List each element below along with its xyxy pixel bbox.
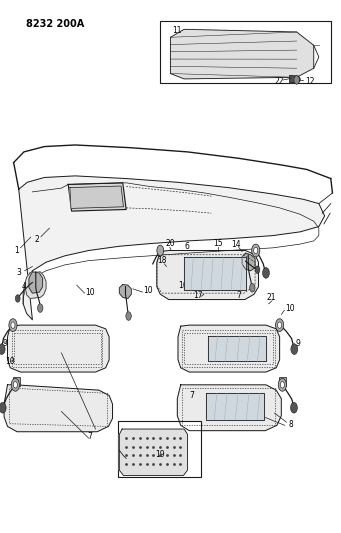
Circle shape — [280, 382, 284, 388]
Text: 6: 6 — [232, 266, 237, 274]
Text: 10: 10 — [143, 286, 153, 295]
Text: 22: 22 — [274, 77, 284, 86]
Text: 7: 7 — [236, 292, 241, 300]
Polygon shape — [208, 336, 266, 361]
Circle shape — [252, 244, 260, 257]
Circle shape — [255, 266, 260, 273]
Text: 3: 3 — [16, 269, 21, 277]
Polygon shape — [68, 183, 126, 211]
Circle shape — [0, 402, 6, 413]
Text: 7: 7 — [189, 391, 194, 400]
Text: 17: 17 — [193, 292, 203, 300]
Text: 10: 10 — [285, 304, 294, 312]
Circle shape — [254, 247, 258, 254]
Circle shape — [291, 344, 298, 354]
Text: 14: 14 — [232, 240, 241, 248]
Text: 8232 200A: 8232 200A — [26, 19, 84, 29]
Text: 19: 19 — [155, 450, 164, 458]
Circle shape — [291, 402, 297, 413]
Polygon shape — [70, 186, 123, 208]
Text: 21: 21 — [266, 293, 276, 302]
Circle shape — [126, 312, 131, 320]
Text: 20: 20 — [165, 239, 175, 248]
Text: 2: 2 — [34, 235, 39, 244]
Bar — [160, 21, 331, 83]
Circle shape — [157, 245, 164, 256]
Circle shape — [294, 76, 299, 84]
Text: 15: 15 — [213, 239, 222, 247]
Text: 18: 18 — [157, 256, 166, 264]
Text: 8: 8 — [288, 421, 293, 429]
Circle shape — [276, 319, 284, 332]
Polygon shape — [119, 429, 188, 475]
Circle shape — [278, 378, 286, 391]
Circle shape — [263, 268, 269, 278]
Text: 12: 12 — [305, 77, 315, 86]
Text: 5: 5 — [250, 259, 255, 267]
Circle shape — [278, 322, 282, 328]
Bar — [13, 377, 20, 386]
Text: 16: 16 — [179, 281, 188, 289]
Circle shape — [11, 322, 15, 328]
Polygon shape — [178, 325, 280, 372]
Text: 10: 10 — [85, 288, 95, 296]
Polygon shape — [4, 385, 113, 432]
Circle shape — [250, 284, 255, 292]
Polygon shape — [26, 272, 46, 298]
Polygon shape — [206, 393, 264, 420]
Circle shape — [11, 378, 19, 391]
Polygon shape — [184, 257, 246, 290]
Bar — [279, 377, 286, 386]
Bar — [118, 421, 201, 477]
Text: 10: 10 — [5, 357, 15, 366]
Text: 9: 9 — [2, 340, 7, 348]
Polygon shape — [157, 251, 258, 300]
Text: 6: 6 — [184, 242, 189, 251]
Text: 7: 7 — [87, 432, 92, 441]
Text: 9: 9 — [296, 339, 301, 348]
Polygon shape — [8, 325, 109, 372]
Polygon shape — [119, 285, 131, 298]
Circle shape — [9, 319, 17, 332]
Text: 1: 1 — [14, 246, 19, 255]
Circle shape — [38, 304, 43, 312]
Text: 11: 11 — [172, 26, 182, 35]
Polygon shape — [19, 176, 325, 320]
Text: 4: 4 — [22, 282, 27, 290]
Polygon shape — [242, 253, 255, 271]
Polygon shape — [29, 272, 43, 293]
Polygon shape — [290, 76, 300, 83]
Circle shape — [0, 344, 5, 354]
Circle shape — [15, 295, 20, 302]
Circle shape — [13, 382, 17, 388]
Polygon shape — [177, 385, 281, 431]
Polygon shape — [170, 29, 314, 79]
